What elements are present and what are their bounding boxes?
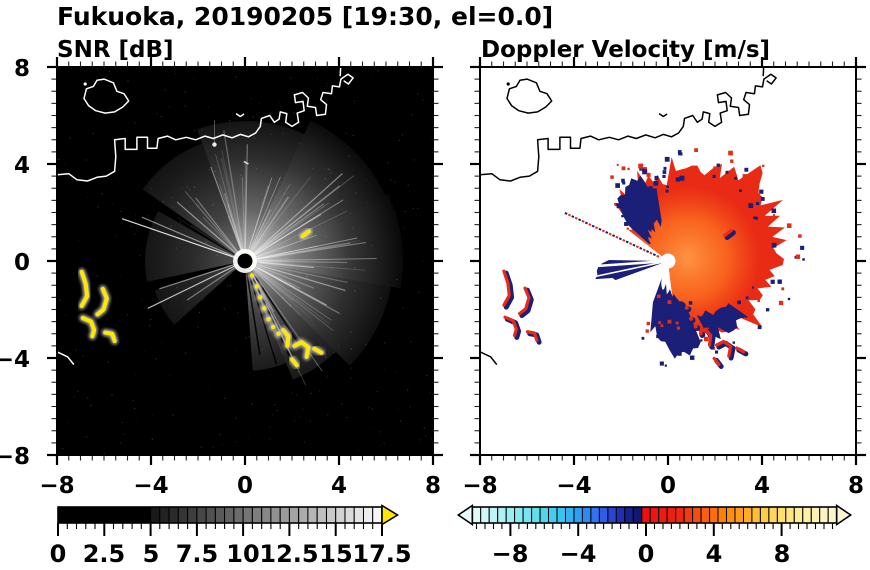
snr-cbar-label-0: 0 [50,540,67,568]
y-tick-label-m4: −4 [0,347,30,373]
snr-cbar-label-2: 5 [143,540,160,568]
snr-cbar-label-4: 10 [226,540,259,568]
y-tick-label-4: 4 [14,153,30,179]
vel-cbar-label-1: −4 [560,540,597,568]
snr-cbar-label-5: 12.5 [259,540,318,568]
velocity-underflow-arrow [456,503,474,527]
velocity-overflow-arrow [835,503,853,527]
right-x-tick-label-4: 8 [848,473,864,499]
snr-cbar-label-6: 15 [319,540,352,568]
right-x-tick-label-1: −4 [556,473,591,499]
snr-cbar-label-1: 2.5 [83,540,126,568]
y-tick-label-m8: −8 [0,444,30,470]
y-tick-label-0: 0 [14,250,30,276]
panel-axes [47,57,866,465]
velocity-panel-title: Doppler Velocity [m/s] [481,37,770,63]
vel-cbar-label-0: −8 [492,540,529,568]
velocity-panel-content [480,67,856,455]
left-x-tick-label-4: 8 [425,473,441,499]
left-x-tick-label-2: 0 [237,473,253,499]
left-x-tick-label-1: −4 [133,473,168,499]
vel-cbar-label-3: 4 [706,540,723,568]
snr-cbar-label-3: 7.5 [176,540,219,568]
right-x-tick-label-0: −8 [462,473,497,499]
vel-cbar-label-2: 0 [638,540,655,568]
figure-title: Fukuoka, 20190205 [19:30, el=0.0] [57,2,553,31]
right-x-tick-label-3: 4 [754,473,770,499]
snr-overflow-arrow [381,504,400,526]
left-x-tick-label-0: −8 [39,473,74,499]
snr-colorbar [57,504,400,536]
snr-panel-content [57,67,433,455]
snr-cbar-label-7: 17.5 [352,540,411,568]
figure-graphics [47,57,866,536]
y-tick-label-8: 8 [14,56,30,82]
vel-cbar-label-4: 8 [774,540,791,568]
left-x-tick-label-3: 4 [331,473,347,499]
right-x-tick-label-2: 0 [660,473,676,499]
velocity-colorbar [456,503,853,536]
snr-panel-title: SNR [dB] [57,37,174,63]
